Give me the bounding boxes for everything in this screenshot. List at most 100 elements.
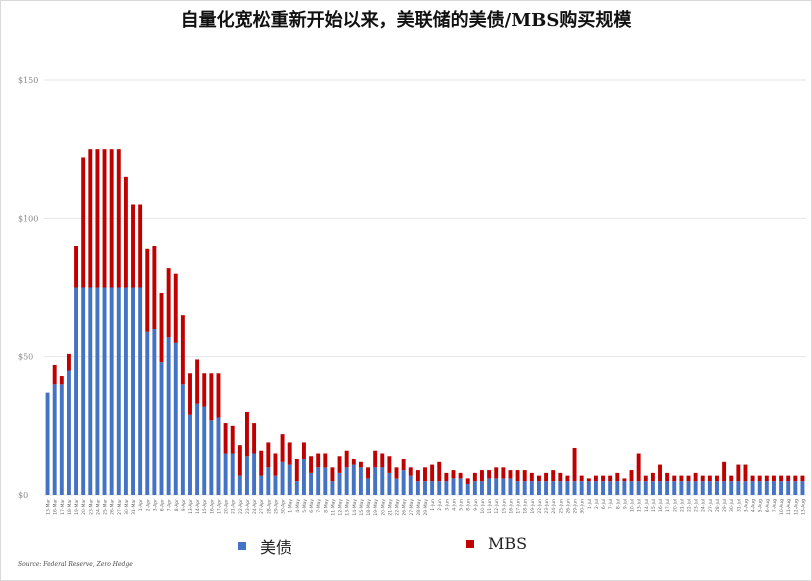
bar-mbs xyxy=(601,475,605,482)
bar-treasury xyxy=(245,456,249,495)
bar-treasury xyxy=(152,329,157,495)
bar-treasury xyxy=(480,481,484,495)
bar-mbs xyxy=(66,353,71,371)
bar-treasury xyxy=(572,481,577,495)
bar-mbs xyxy=(358,461,363,468)
x-tick-label: 26-Jun xyxy=(565,499,571,514)
x-tick-label: 9-Jul xyxy=(622,499,628,509)
x-tick-label: 8-Jul xyxy=(615,499,621,509)
x-tick-label: 9-Apr xyxy=(181,499,187,511)
bar-mbs xyxy=(116,149,121,288)
bar-mbs xyxy=(202,373,207,407)
bar-mbs xyxy=(344,450,349,468)
bar-treasury xyxy=(95,287,100,495)
x-tick-label: 4-Jun xyxy=(451,499,457,511)
x-tick-label: 23-Mar xyxy=(88,499,94,515)
bar-mbs xyxy=(59,376,64,385)
x-tick-label: 29-Jul xyxy=(722,499,728,512)
x-tick-label: 15-May xyxy=(359,499,365,516)
bar-treasury xyxy=(430,481,435,495)
bar-mbs xyxy=(800,475,805,482)
bar-treasury xyxy=(686,481,691,495)
bar-mbs xyxy=(109,149,114,288)
x-tick-label: 24-Apr xyxy=(252,499,258,514)
x-tick-label: 11-May xyxy=(330,499,336,516)
x-tick-label: 22-Apr xyxy=(238,499,244,514)
bar-mbs xyxy=(173,273,178,343)
x-tick-label: 4-May xyxy=(295,499,301,513)
x-tick-label: 8-May xyxy=(323,499,329,513)
bar-mbs xyxy=(679,475,684,482)
bar-mbs xyxy=(487,470,492,479)
bar-treasury xyxy=(373,467,378,495)
x-tick-label: 30-Apr xyxy=(281,499,287,514)
bar-mbs xyxy=(373,450,378,468)
bar-treasury xyxy=(415,481,420,495)
x-tick-label: 6-May xyxy=(309,499,315,513)
bar-mbs xyxy=(615,472,620,482)
bar-treasury xyxy=(636,481,641,495)
x-tick-label: 15-Jun xyxy=(501,499,507,514)
x-tick-label: 28-May xyxy=(416,499,422,516)
x-tick-label: 19-Jun xyxy=(530,499,536,514)
bar-mbs xyxy=(786,475,791,482)
bar-mbs xyxy=(437,461,442,482)
bar-mbs xyxy=(152,246,157,329)
bar-treasury xyxy=(764,481,769,495)
x-tick-label: 16-Jul xyxy=(658,499,664,512)
x-tick-label: 12-Jun xyxy=(494,499,500,514)
x-tick-label: 30-Jul xyxy=(729,499,735,512)
bar-treasury xyxy=(786,481,791,495)
bar-mbs xyxy=(237,445,242,476)
bar-mbs xyxy=(458,472,463,479)
x-tick-label: 10-Jul xyxy=(630,499,636,512)
bar-mbs xyxy=(102,149,107,288)
x-tick-label: 17-Mar xyxy=(60,499,66,515)
x-tick-label: 7-May xyxy=(316,499,322,513)
bar-treasury xyxy=(209,420,214,495)
bar-treasury xyxy=(273,475,278,495)
x-tick-label: 3-Jun xyxy=(444,499,450,511)
x-tick-label: 1-Jul xyxy=(587,499,593,509)
bar-mbs xyxy=(131,204,135,288)
bar-mbs xyxy=(230,425,235,454)
x-tick-label: 1-May xyxy=(288,499,294,513)
x-tick-label: 6-Jul xyxy=(601,499,607,509)
x-tick-label: 14-May xyxy=(352,499,358,516)
bar-mbs xyxy=(95,149,100,288)
x-tick-label: 12-Aug xyxy=(793,499,799,515)
bar-mbs xyxy=(771,475,776,482)
bar-treasury xyxy=(252,453,257,495)
bar-treasury xyxy=(259,475,264,495)
x-tick-label: 23-Apr xyxy=(245,499,251,514)
bar-mbs xyxy=(316,453,321,468)
bar-treasury xyxy=(729,481,734,495)
bar-treasury xyxy=(131,287,135,495)
bar-treasury xyxy=(722,481,727,495)
bar-mbs xyxy=(259,450,264,476)
y-tick-label: $150 xyxy=(18,76,38,85)
x-tick-label: 13-Apr xyxy=(188,499,194,514)
bar-treasury xyxy=(672,481,677,495)
bar-mbs xyxy=(544,472,549,482)
legend-item-treasury: 美债 xyxy=(238,534,292,558)
x-tick-label: 26-Mar xyxy=(110,499,116,515)
bar-treasury xyxy=(529,481,534,495)
x-tick-label: 19-May xyxy=(373,499,379,516)
bar-mbs xyxy=(188,373,192,415)
x-tick-label: 7-Apr xyxy=(167,499,173,511)
bar-treasury xyxy=(508,478,513,495)
x-tick-label: 3-Aug xyxy=(743,499,749,512)
bar-mbs xyxy=(444,472,449,482)
x-tick-label: 1-Apr xyxy=(138,499,144,511)
bar-treasury xyxy=(237,475,242,495)
bar-treasury xyxy=(458,478,463,495)
bar-treasury xyxy=(45,392,50,495)
x-tick-label: 4-Aug xyxy=(751,499,757,512)
x-tick-label: 31-Jul xyxy=(736,499,742,512)
bar-treasury xyxy=(586,481,591,495)
bar-treasury xyxy=(287,464,292,495)
bar-mbs xyxy=(750,475,755,482)
x-tick-label: 19-Mar xyxy=(74,499,80,515)
x-tick-label: 29-Apr xyxy=(273,499,279,514)
